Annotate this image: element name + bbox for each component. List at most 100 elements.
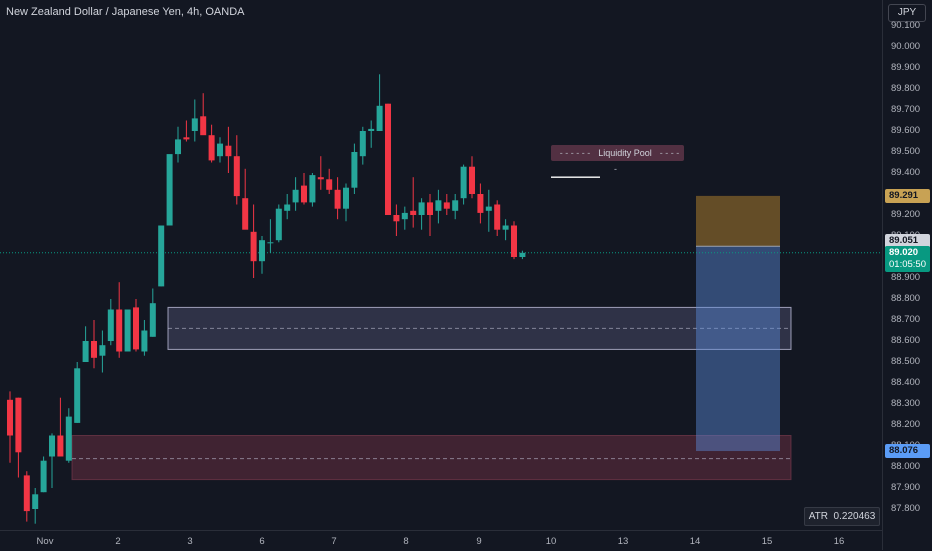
- candle: [410, 211, 416, 215]
- time-tick-label: 14: [690, 536, 701, 547]
- price-tick-label: 87.900: [891, 482, 920, 493]
- candle: [7, 400, 13, 436]
- candle: [309, 175, 315, 202]
- price-tick-label: 88.400: [891, 377, 920, 388]
- position-stop-zone: [696, 246, 780, 451]
- price-tick-label: 88.500: [891, 356, 920, 367]
- price-tick-label: 89.200: [891, 209, 920, 220]
- candlestick-chart[interactable]: [0, 0, 882, 530]
- price-tick-label: 88.800: [891, 293, 920, 304]
- liquidity-pool-label[interactable]: - - - - - - Liquidity Pool - - - - -: [551, 145, 684, 161]
- time-tick-label: 10: [546, 536, 557, 547]
- candle: [267, 242, 273, 243]
- candle: [469, 167, 475, 194]
- candle: [83, 341, 89, 362]
- time-tick-label: 8: [403, 536, 408, 547]
- candle: [511, 226, 517, 258]
- candle: [402, 213, 408, 219]
- candle: [150, 303, 156, 337]
- candle: [242, 198, 248, 230]
- candle: [452, 200, 458, 211]
- candle: [477, 194, 483, 213]
- candle: [251, 232, 257, 261]
- candle: [519, 253, 525, 257]
- candle: [91, 341, 97, 358]
- candle: [259, 240, 265, 261]
- candle: [32, 494, 38, 509]
- candle: [74, 368, 80, 423]
- candle: [427, 202, 433, 215]
- candle: [486, 207, 492, 211]
- candle: [435, 200, 441, 211]
- time-tick-label: 6: [259, 536, 264, 547]
- time-tick-label: 15: [762, 536, 773, 547]
- atr-label: ATR: [809, 511, 828, 522]
- candle: [15, 398, 21, 453]
- candle: [116, 310, 122, 352]
- candle: [41, 461, 47, 493]
- price-tick-label: 88.200: [891, 419, 920, 430]
- candle: [318, 177, 324, 179]
- price-tick-label: 88.700: [891, 314, 920, 325]
- time-tick-label: 13: [618, 536, 629, 547]
- current-price-tag: 89.020 01:05:50: [885, 246, 930, 272]
- time-tick-label: Nov: [37, 536, 54, 547]
- candle: [276, 209, 282, 241]
- price-tick-label: 88.000: [891, 461, 920, 472]
- candle: [503, 226, 509, 230]
- price-tick-label: 90.100: [891, 20, 920, 31]
- price-tick-label: 88.600: [891, 335, 920, 346]
- candle: [217, 144, 223, 157]
- price-tick-label: 89.900: [891, 62, 920, 73]
- chart-area[interactable]: New Zealand Dollar / Japanese Yen, 4h, O…: [0, 0, 882, 530]
- candle: [368, 129, 374, 131]
- price-tick-label: 88.300: [891, 398, 920, 409]
- candle: [419, 202, 425, 215]
- candle: [335, 190, 341, 209]
- candle: [393, 215, 399, 221]
- candle: [133, 307, 139, 349]
- candle: [351, 152, 357, 188]
- candle: [360, 131, 366, 156]
- candle: [24, 475, 30, 511]
- lower-demand-zone: [72, 436, 791, 480]
- candle: [108, 310, 114, 342]
- price-axis[interactable]: JPY 90.100 90.000 89.900 89.800 89.700 89.600…: [882, 0, 932, 550]
- candle: [461, 167, 467, 199]
- candle: [494, 205, 500, 230]
- candle: [377, 106, 383, 131]
- price-tick-label: 89.600: [891, 125, 920, 136]
- current-price-value: 89.020: [889, 247, 930, 259]
- atr-indicator[interactable]: ATR 0.220463: [804, 507, 880, 526]
- candle: [158, 226, 164, 287]
- candle: [167, 154, 173, 225]
- target-price-tag: 89.291: [885, 189, 930, 203]
- candle: [225, 146, 231, 157]
- candle: [284, 205, 290, 211]
- candle: [49, 436, 55, 457]
- candle: [326, 179, 332, 190]
- chart-title: New Zealand Dollar / Japanese Yen, 4h, O…: [6, 6, 244, 18]
- time-tick-label: 2: [115, 536, 120, 547]
- candle: [444, 202, 450, 208]
- candle: [200, 116, 206, 135]
- candle: [99, 345, 105, 356]
- candle: [301, 186, 307, 203]
- price-tick-label: 89.500: [891, 146, 920, 157]
- candle: [141, 331, 147, 352]
- candle: [192, 118, 198, 131]
- time-tick-label: 16: [834, 536, 845, 547]
- time-axis[interactable]: Nov 2 3 6 7 8 9 10 13 14 15 16: [0, 530, 882, 551]
- candle: [175, 139, 181, 154]
- price-tick-label: 88.900: [891, 272, 920, 283]
- price-tick-label: 89.800: [891, 83, 920, 94]
- bar-countdown: 01:05:50: [889, 259, 930, 271]
- candle: [385, 104, 391, 215]
- candle: [234, 156, 240, 196]
- stop-price-tag: 88.076: [885, 444, 930, 458]
- position-target-zone: [696, 196, 780, 246]
- candle: [66, 417, 72, 461]
- candle: [343, 188, 349, 209]
- candle: [209, 135, 215, 160]
- candle: [293, 190, 299, 203]
